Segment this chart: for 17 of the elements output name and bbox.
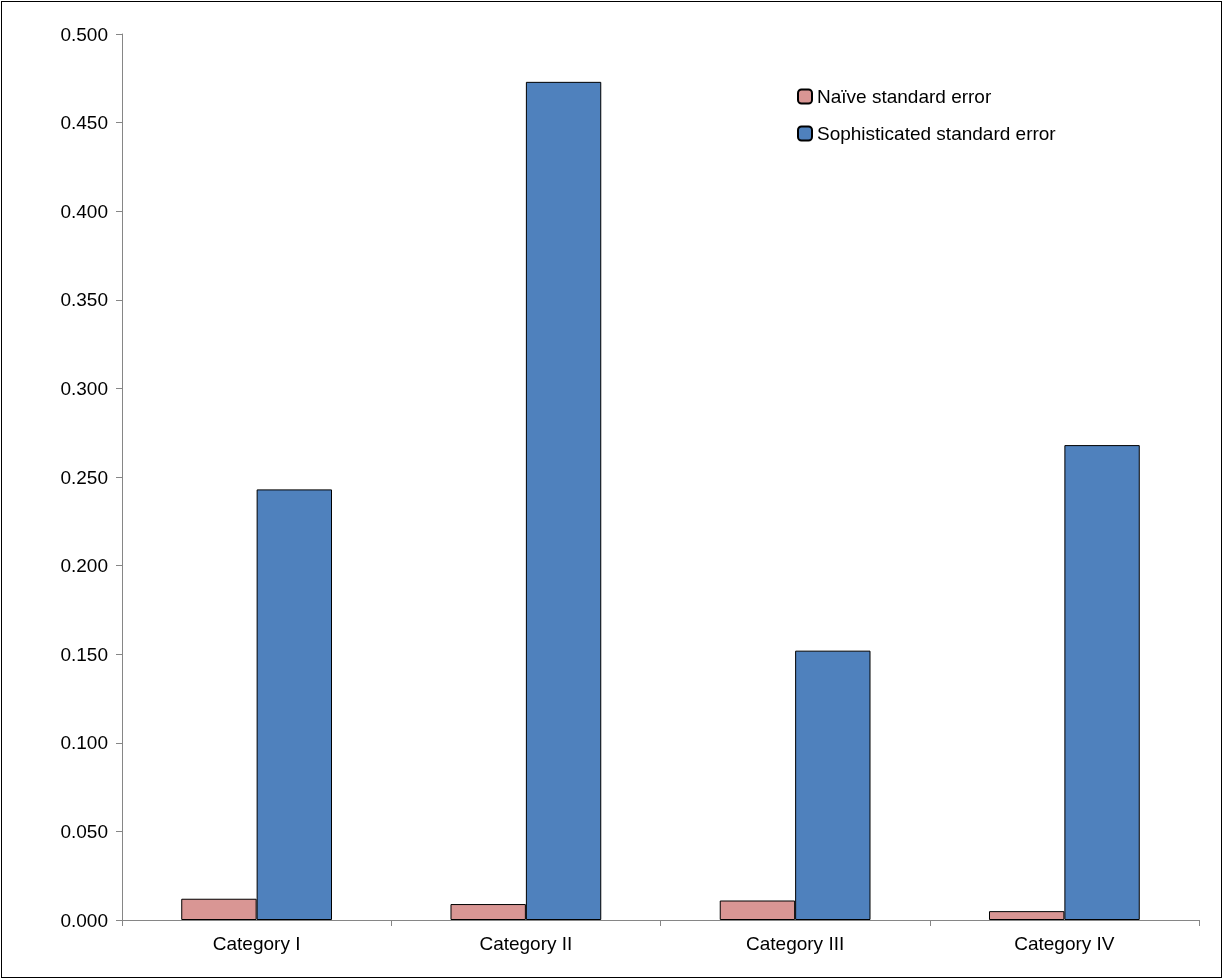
x-tick-label: Category I bbox=[212, 933, 301, 954]
legend-label: Sophisticated standard error bbox=[817, 123, 1057, 144]
y-tick-label: 0.500 bbox=[60, 23, 108, 45]
y-tick-label: 0.150 bbox=[60, 643, 108, 665]
y-tick-label: 0.200 bbox=[60, 555, 108, 577]
legend-label: Naïve standard error bbox=[817, 86, 992, 107]
y-tick-label: 0.300 bbox=[60, 377, 108, 399]
y-tick-label: 0.450 bbox=[60, 112, 108, 134]
y-tick-label: 0.400 bbox=[60, 200, 108, 222]
x-tick-label: Category IV bbox=[1014, 933, 1115, 954]
y-tick-label: 0.000 bbox=[60, 909, 108, 931]
y-tick-label: 0.350 bbox=[60, 289, 108, 311]
x-tick-label: Category II bbox=[479, 933, 573, 954]
y-tick-label: 0.050 bbox=[60, 820, 108, 842]
y-tick-label: 0.100 bbox=[60, 732, 108, 754]
y-tick-label: 0.250 bbox=[60, 466, 108, 488]
x-tick-label: Category III bbox=[746, 933, 845, 954]
